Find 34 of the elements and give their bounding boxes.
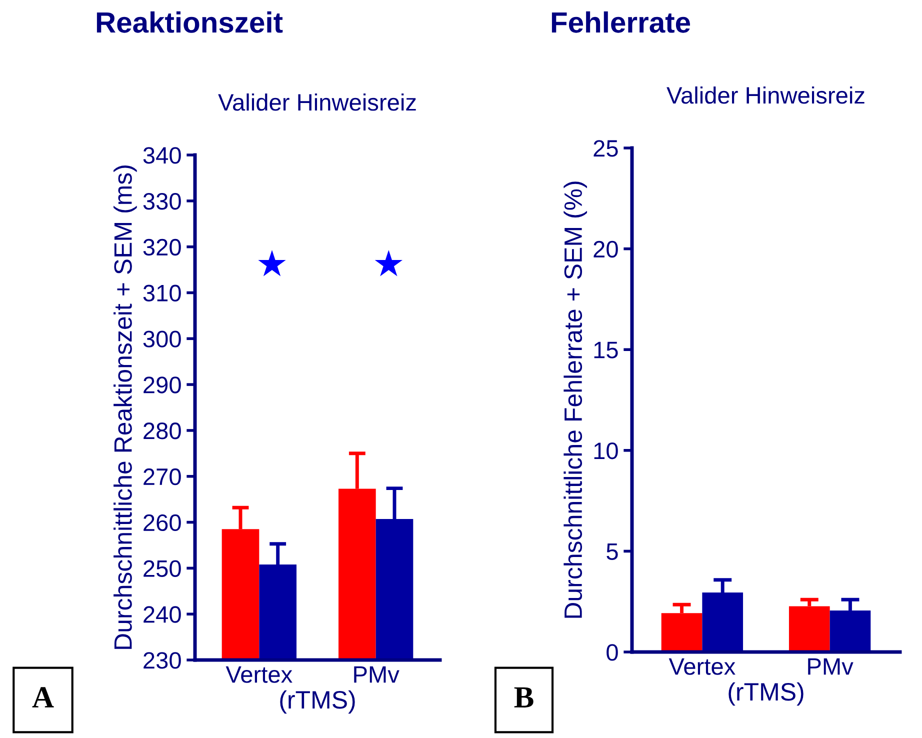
- y-tick-label: 300: [143, 330, 181, 348]
- y-tick-label: 340: [143, 147, 181, 164]
- y-tick-label: 250: [144, 560, 181, 577]
- chart-title: Fehlerrate: [552, 11, 690, 33]
- x-tick-label: PMv: [354, 666, 400, 683]
- y-tick-label: 230: [144, 652, 181, 669]
- y-tick-label: 330: [143, 192, 181, 210]
- y-tick-label: 280: [144, 422, 181, 440]
- y-tick-label: 320: [143, 238, 181, 256]
- text: B: [514, 687, 534, 708]
- annotation: ★: [258, 250, 286, 276]
- y-tick-label: 5: [606, 544, 618, 560]
- chart-title: Reaktionszeit: [96, 11, 283, 33]
- y-tick-label: 0: [606, 644, 618, 661]
- x-tick-label: PMv: [808, 658, 854, 675]
- chart-subtitle: Valider Hinweisreiz: [666, 86, 864, 104]
- text: A: [32, 687, 54, 708]
- y-tick-label: 260: [144, 514, 181, 532]
- y-axis-title: Durchschnittliche Reaktionszeit + SEM (ms): [114, 166, 137, 649]
- y-tick-label: 20: [594, 240, 618, 258]
- chart-subtitle: Valider Hinweisreiz: [218, 93, 416, 111]
- y-tick-label: 290: [144, 376, 181, 394]
- annotation: ★: [374, 250, 403, 276]
- y-axis-title: Durchschnittliche Fehlerrate + SEM (%): [564, 182, 587, 618]
- y-tick-label: 270: [144, 468, 181, 486]
- y-tick-label: 240: [144, 606, 181, 623]
- y-tick-label: 15: [594, 342, 618, 358]
- x-axis-title: (rTMS): [728, 682, 804, 706]
- x-tick-label: Vertex: [668, 658, 736, 675]
- y-tick-label: 25: [594, 140, 618, 157]
- y-tick-label: 10: [594, 442, 618, 460]
- x-axis-title: (rTMS): [280, 690, 355, 714]
- x-tick-label: Vertex: [226, 666, 292, 683]
- y-tick-label: 310: [143, 284, 181, 302]
